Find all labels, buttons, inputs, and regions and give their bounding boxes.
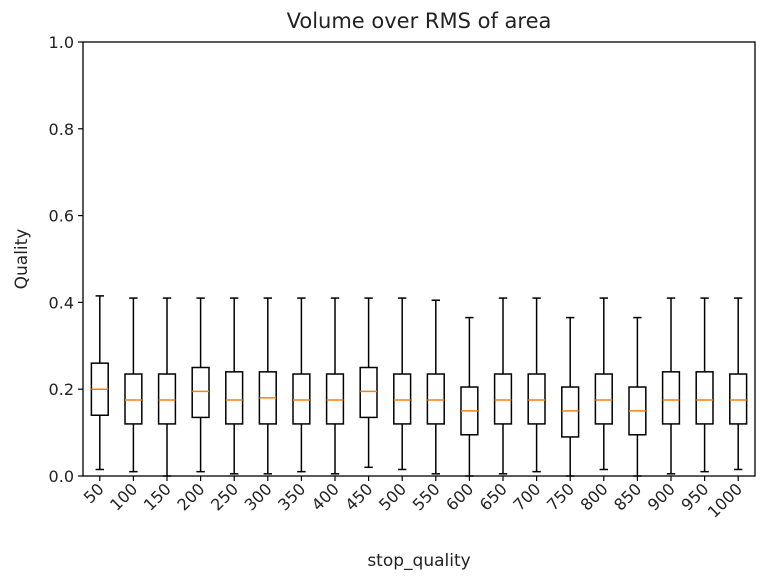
box-iqr [594, 373, 613, 425]
x-tick-label: 200 [173, 479, 208, 514]
box-iqr [191, 366, 210, 419]
x-axis-ticks: 5010015020025030035040045050055060065070… [80, 476, 746, 522]
box-iqr [124, 373, 143, 425]
x-tick-label: 800 [577, 479, 612, 514]
y-axis-ticks: 0.0 0.2 0.4 0.6 0.8 1.0 [49, 33, 83, 486]
box-50 [90, 295, 109, 471]
x-tick-label: 550 [409, 479, 444, 514]
x-tick-label: 1000 [704, 479, 746, 521]
box-1000 [729, 297, 748, 471]
box-group [90, 295, 748, 477]
box-950 [695, 297, 714, 473]
box-iqr [292, 373, 311, 425]
box-600 [460, 316, 479, 477]
box-iqr [426, 373, 445, 425]
box-750 [561, 316, 580, 477]
x-tick-label: 150 [140, 479, 175, 514]
y-tick-label: 0.0 [49, 467, 74, 486]
x-tick-label: 850 [610, 479, 645, 514]
box-iqr [225, 371, 244, 425]
x-axis-label: stop_quality [367, 551, 470, 571]
box-250 [225, 297, 244, 475]
box-iqr [325, 373, 345, 425]
x-tick-label: 250 [207, 479, 242, 514]
box-iqr [527, 373, 546, 425]
box-300 [258, 297, 277, 475]
x-tick-label: 750 [543, 479, 578, 514]
x-tick-label: 600 [442, 479, 477, 514]
x-tick-label: 500 [375, 479, 410, 514]
x-tick-label: 700 [509, 479, 544, 514]
y-tick-label: 1.0 [49, 33, 74, 52]
x-tick-label: 300 [241, 479, 276, 514]
box-550 [426, 299, 445, 475]
box-150 [157, 297, 177, 477]
box-iqr [493, 373, 513, 425]
box-650 [493, 297, 513, 475]
box-350 [292, 297, 311, 473]
x-tick-label: 650 [476, 479, 511, 514]
box-900 [661, 297, 681, 475]
y-tick-label: 0.8 [49, 120, 74, 139]
y-axis-label: Quality [12, 229, 32, 290]
box-700 [527, 297, 546, 473]
box-iqr [157, 373, 177, 425]
y-tick-label: 0.2 [49, 380, 74, 399]
box-iqr [661, 371, 681, 425]
box-iqr [729, 373, 748, 425]
box-400 [325, 297, 345, 475]
box-iqr [695, 371, 714, 425]
box-iqr [359, 366, 378, 419]
box-100 [124, 297, 143, 473]
y-tick-label: 0.4 [49, 293, 74, 312]
box-450 [359, 297, 378, 469]
box-500 [393, 297, 412, 471]
box-iqr [393, 373, 412, 425]
x-tick-label: 100 [106, 479, 141, 514]
box-800 [594, 297, 613, 471]
x-tick-label: 400 [308, 479, 343, 514]
y-tick-label: 0.6 [49, 207, 74, 226]
box-200 [191, 297, 210, 473]
x-tick-label: 350 [274, 479, 309, 514]
x-tick-label: 900 [644, 479, 679, 514]
x-tick-label: 50 [80, 479, 108, 507]
box-850 [628, 316, 647, 477]
chart-title: Volume over RMS of area [287, 9, 552, 33]
x-tick-label: 450 [341, 479, 376, 514]
box-iqr [561, 386, 580, 438]
plot-frame [82, 41, 756, 477]
